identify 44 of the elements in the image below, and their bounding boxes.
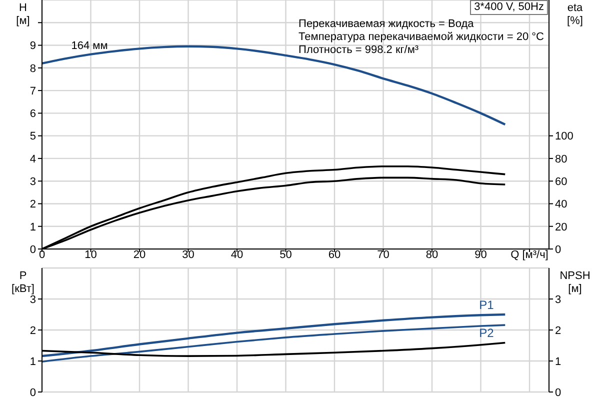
y-tick-label: 1 <box>30 356 36 368</box>
x-tick-label: 60 <box>328 248 341 261</box>
x-tick-label: 80 <box>426 248 438 261</box>
y2-tick-label: 3 <box>555 294 562 306</box>
annotation: 164 мм <box>71 40 108 54</box>
y-tick-label: 4 <box>30 153 36 166</box>
annotation: Плотность = 998.2 кг/м³ <box>298 44 420 57</box>
x-tick-label: 20 <box>133 248 146 261</box>
y2-axis-title: eta [%] <box>566 2 584 28</box>
y-tick-label: 5 <box>30 130 36 143</box>
y-axis-title: H [м] <box>15 2 31 28</box>
y2-tick-label: 40 <box>555 198 568 211</box>
x-tick-label: 90 <box>474 248 487 261</box>
series-label: P2 <box>479 326 494 340</box>
y2-tick-label: 60 <box>555 176 568 188</box>
y-tick-label: 7 <box>30 85 36 98</box>
annotation: Температура перекачиваемой жидкости = 20 °C <box>298 31 544 44</box>
x-tick-label: 40 <box>230 248 244 261</box>
series-label: P1 <box>479 298 494 312</box>
y-tick-label: 8 <box>30 62 36 75</box>
y-tick-label: 6 <box>30 108 36 120</box>
annotation: Перекачиваемая жидкость = Вода <box>298 18 475 31</box>
x-tick-label: 10 <box>84 248 97 261</box>
y-tick-label: 3 <box>30 294 36 306</box>
y2-tick-label: 20 <box>555 221 568 234</box>
y2-tick-label: 0 <box>555 386 562 399</box>
x-tick-label: 30 <box>182 248 194 261</box>
y-tick-label: 0 <box>30 386 36 399</box>
y-tick-label: 2 <box>30 198 36 211</box>
x-tick-label: 0 <box>38 248 46 261</box>
y-axis-title: P [кВт] <box>10 270 36 295</box>
y-tick-label: 3 <box>30 176 36 188</box>
y2-axis-title: NPSH [м] <box>558 270 592 295</box>
y2-tick-label: 100 <box>555 130 574 143</box>
x-axis-title: Q [м³/ч] <box>510 249 548 261</box>
y-tick-label: 9 <box>30 40 36 52</box>
annotation: 3*400 V, 50Hz <box>470 0 548 15</box>
y-tick-label: 1 <box>30 221 36 234</box>
x-tick-label: 70 <box>377 248 390 261</box>
x-tick-label: 50 <box>280 248 292 261</box>
y-tick-label: 2 <box>30 324 36 337</box>
y2-tick-label: 1 <box>555 356 562 368</box>
y2-tick-label: 80 <box>555 153 568 166</box>
y2-tick-label: 2 <box>555 324 562 337</box>
